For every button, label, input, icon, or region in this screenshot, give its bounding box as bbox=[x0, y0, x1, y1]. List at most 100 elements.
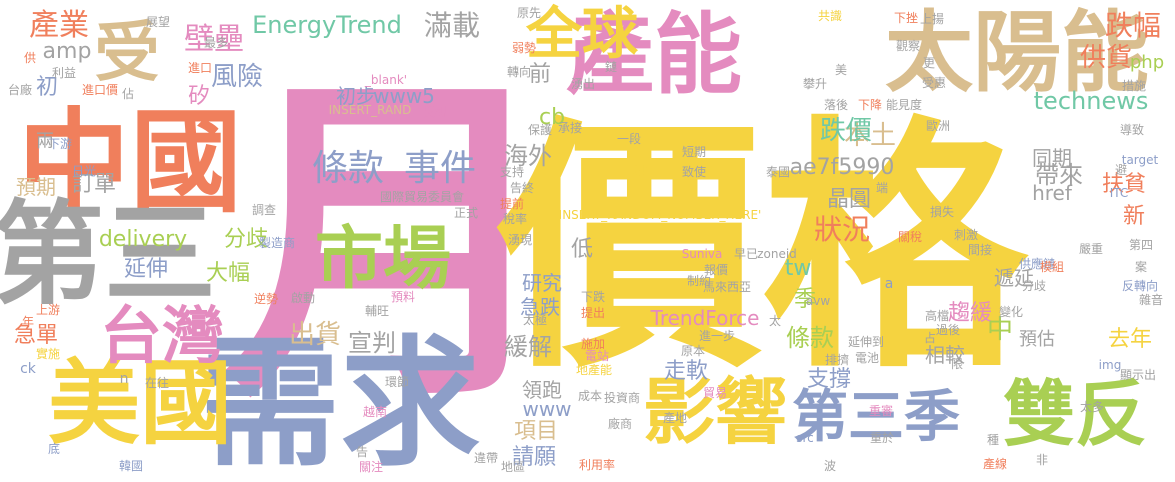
cloud-word-158: 下挫 bbox=[893, 11, 919, 25]
cloud-word-43: 狀況 bbox=[813, 213, 871, 246]
cloud-word-57: 請願 bbox=[511, 445, 557, 470]
cloud-word-103: 製造商 bbox=[258, 236, 296, 250]
cloud-word-ae7f5990: ae7f5990 bbox=[789, 155, 895, 180]
cloud-word-78: 國際貿易委員會 bbox=[379, 190, 465, 204]
cloud-word-198: 最多 bbox=[203, 36, 229, 50]
cloud-word-30: 跌價 bbox=[819, 116, 873, 146]
cloud-word-186: 弱勢 bbox=[511, 41, 537, 55]
cloud-word-45: 趨緩 bbox=[947, 301, 993, 326]
cloud-word-138: 種 bbox=[986, 433, 1000, 447]
cloud-word-191: 供 bbox=[23, 51, 37, 65]
cloud-word-142: 供應鏈 bbox=[1018, 257, 1056, 271]
cloud-word-152: 變化 bbox=[998, 305, 1024, 319]
cloud-word-162: 美 bbox=[834, 63, 848, 77]
cloud-word-55: 走軟 bbox=[663, 359, 709, 384]
cloud-word-10: 雙反 bbox=[1002, 372, 1148, 456]
cloud-word-15: 台灣 bbox=[99, 299, 225, 372]
cloud-word-134: 重於 bbox=[869, 431, 895, 445]
cloud-word-187: 轉向 bbox=[506, 65, 532, 79]
cloud-word-179: 保護 bbox=[527, 123, 553, 137]
cloud-word-12: 市場 bbox=[314, 220, 452, 299]
cloud-word-13: 全球 bbox=[526, 2, 638, 67]
cloud-word-38: 預期 bbox=[16, 175, 56, 199]
cloud-word-185: 湧現 bbox=[507, 233, 533, 247]
cloud-word-156: 措施 bbox=[1121, 79, 1147, 93]
cloud-word-73: 矽 bbox=[187, 84, 211, 109]
cloud-word-131: 違帶 bbox=[473, 451, 499, 465]
cloud-word-target: target bbox=[1121, 153, 1159, 167]
cloud-word-136: 產線 bbox=[982, 457, 1008, 471]
cloud-word-86: 短期 bbox=[681, 145, 707, 159]
cloud-word-123: 地產能 bbox=[575, 363, 613, 377]
cloud-word-163: 攀升 bbox=[802, 77, 828, 91]
cloud-word-196: 展望 bbox=[145, 15, 171, 29]
cloud-word-56: 項目 bbox=[513, 419, 559, 444]
cloud-word-106: 上游 bbox=[35, 303, 61, 317]
cloud-word-a: a bbox=[884, 276, 894, 292]
cloud-word-104: 逆勢 bbox=[253, 292, 279, 306]
cloud-word-79: 正式 bbox=[453, 206, 479, 220]
cloud-word-46: 預估 bbox=[1019, 329, 1055, 350]
cloud-word-40: 分歧 bbox=[223, 227, 269, 252]
cloud-word-167: 能見度 bbox=[885, 98, 923, 112]
cloud-word-trendforce: TrendForce bbox=[650, 306, 760, 330]
cloud-word-11: 第三季 bbox=[792, 385, 960, 450]
cloud-word-184: 稅率 bbox=[502, 212, 528, 226]
cloud-word-147: 反轉向 bbox=[1121, 279, 1159, 293]
cloud-word-141: 間接 bbox=[967, 243, 993, 257]
cloud-word-159: 上揚 bbox=[919, 12, 945, 26]
cloud-word-119: 下跌 bbox=[580, 290, 606, 304]
cloud-word-1: 月 bbox=[222, 47, 562, 443]
cloud-word-3: 需求 bbox=[199, 323, 481, 482]
cloud-word-128: 廠商 bbox=[607, 417, 633, 431]
cloud-word-16: 條款 bbox=[311, 148, 385, 189]
cloud-word-126: 貿易 bbox=[702, 386, 728, 400]
cloud-word-src: src bbox=[796, 431, 814, 445]
cloud-word-67: 同期 bbox=[1032, 146, 1072, 170]
cloud-word-194: 進口價 bbox=[81, 83, 119, 97]
cloud-word-36: 新 bbox=[1122, 204, 1146, 229]
cloud-word-144: 第四 bbox=[1128, 238, 1154, 252]
cloud-word-89: 減少 bbox=[625, 164, 651, 178]
cloud-word-35: 扶貧 bbox=[1101, 172, 1147, 197]
cloud-word-83: 馬來西亞 bbox=[702, 280, 752, 294]
cloud-word-160: 觀察 bbox=[895, 39, 921, 53]
cloud-word-173: 排擠 bbox=[824, 353, 850, 367]
cloud-word-154: 過後 bbox=[935, 323, 961, 337]
cloud-word-195: 佔 bbox=[121, 87, 135, 101]
cloud-word-182: 提前 bbox=[499, 197, 525, 211]
cloud-word-52: 宣判 bbox=[348, 329, 396, 357]
cloud-word-192: 利益 bbox=[51, 66, 77, 80]
cloud-word-65: 相較 bbox=[925, 343, 965, 367]
cloud-word-ck: ck bbox=[20, 361, 36, 377]
cloud-word-blank: _blank' bbox=[364, 73, 408, 87]
cloud-word-151: 模組 bbox=[1039, 260, 1065, 274]
cloud-word-49: 條款 bbox=[786, 324, 834, 352]
cloud-word-122: 電站 bbox=[584, 349, 610, 363]
cloud-word-164: 受惠 bbox=[921, 76, 947, 90]
cloud-word-37: 訂單 bbox=[71, 172, 117, 197]
cloud-word-193: 台廠 bbox=[7, 83, 33, 97]
cloud-word-140: 損失 bbox=[929, 205, 955, 219]
cloud-word-2: 價格 bbox=[497, 95, 1027, 404]
cloud-word-110: 底 bbox=[47, 442, 61, 456]
cloud-word-130: 地區 bbox=[500, 460, 526, 474]
cloud-word-www5: www5 bbox=[373, 84, 435, 108]
cloud-word-avw: avw bbox=[805, 294, 831, 308]
cloud-word-insert-random-number-here: INSERT_RANDOM_NUMBER_HERE' bbox=[558, 208, 762, 222]
cloud-word-124: 成本 bbox=[577, 389, 603, 403]
cloud-word-64: 季 bbox=[793, 287, 817, 312]
cloud-word-87: 致使 bbox=[681, 165, 707, 179]
cloud-word-177: 進一步 bbox=[698, 329, 736, 343]
cloud-word-63: 低 bbox=[570, 237, 594, 262]
cloud-word-197: 進口 bbox=[187, 61, 213, 75]
cloud-word-www: www bbox=[522, 397, 572, 421]
cloud-word-7: 太陽能 bbox=[884, 1, 1150, 104]
cloud-word-117: 輔旺 bbox=[364, 304, 390, 318]
cloud-word-85: 一段 bbox=[616, 132, 642, 146]
cloud-word-54: 急單 bbox=[13, 323, 59, 348]
cloud-word-18: 產業 bbox=[29, 8, 89, 43]
cloud-word-41: 延伸 bbox=[123, 257, 169, 282]
cloud-word-169: 導致 bbox=[1119, 123, 1145, 137]
cloud-word-101: 日光 bbox=[71, 164, 97, 178]
